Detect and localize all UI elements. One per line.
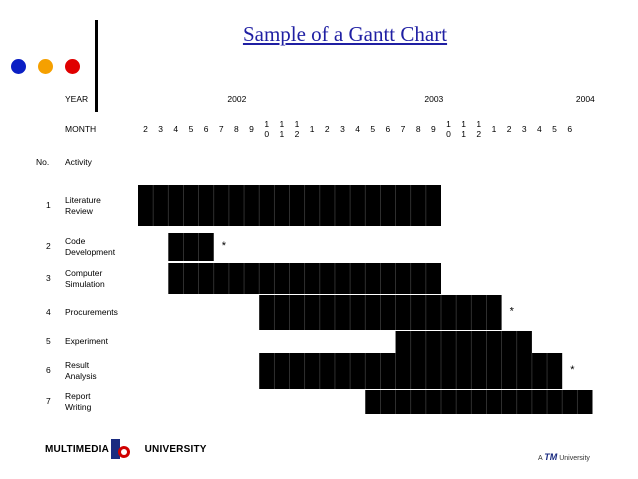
month-tick: 1 bbox=[309, 124, 315, 134]
month-tick: 7 bbox=[218, 124, 224, 134]
month-tick: 6 bbox=[385, 124, 391, 134]
activity-name: Literature Review bbox=[65, 194, 101, 216]
milestone-marker: * bbox=[570, 364, 575, 376]
year-label: 2003 bbox=[424, 94, 444, 104]
no-header: No. bbox=[36, 157, 50, 167]
activity-number: 6 bbox=[46, 365, 51, 375]
month-tick: 3 bbox=[158, 124, 163, 134]
gantt-bar bbox=[168, 233, 214, 261]
month-tick: 5 bbox=[552, 124, 557, 134]
month-tick: 3 bbox=[340, 124, 345, 134]
month-tick: 7 bbox=[400, 124, 406, 134]
year-label: 2002 bbox=[227, 94, 247, 104]
month-tick: 9 bbox=[430, 124, 436, 134]
month-tick: 8 bbox=[415, 124, 421, 134]
month-tick: 1 bbox=[491, 124, 497, 134]
chart-title: Sample of a Gantt Chart bbox=[242, 22, 448, 46]
month-tick: 3 bbox=[521, 124, 527, 134]
milestone-marker: * bbox=[510, 306, 515, 318]
tm-suffix: University bbox=[559, 455, 590, 462]
month-tick: 5 bbox=[370, 124, 376, 134]
activity-name: Computer Simulation bbox=[65, 267, 105, 289]
month-tick: 9 bbox=[249, 124, 254, 134]
month-tick: 4 bbox=[355, 124, 360, 134]
activity-number: 2 bbox=[46, 241, 51, 251]
gantt-bar bbox=[365, 390, 593, 414]
month-header: MONTH bbox=[65, 124, 97, 134]
activity-number: 7 bbox=[46, 396, 51, 406]
month-tick: 4 bbox=[537, 124, 542, 134]
month-tick: 2 bbox=[506, 124, 512, 134]
activity-number: 1 bbox=[46, 199, 51, 210]
orange-dot bbox=[38, 59, 53, 74]
activity-header: Activity bbox=[65, 157, 92, 167]
activity-name: Result Analysis bbox=[65, 360, 97, 381]
activity-number: 3 bbox=[46, 272, 51, 283]
multimedia-university-logo: MULTIMEDIA UNIVERSITY bbox=[45, 444, 207, 455]
month-tick: 6 bbox=[203, 124, 209, 134]
logo-text-university: UNIVERSITY bbox=[144, 444, 207, 455]
month-tick: 6 bbox=[567, 124, 573, 134]
red-dot bbox=[65, 59, 80, 74]
activity-name: Experiment bbox=[65, 336, 108, 346]
activity-number: 5 bbox=[46, 336, 51, 346]
vertical-divider bbox=[95, 20, 98, 112]
month-tick: 2 bbox=[324, 124, 330, 134]
activity-name: Procurements bbox=[65, 306, 118, 317]
tm-university-logo: A TM University bbox=[538, 452, 590, 462]
month-tick: 8 bbox=[234, 124, 239, 134]
month-tick: 5 bbox=[188, 124, 194, 134]
activity-number: 4 bbox=[46, 306, 51, 317]
blue-dot bbox=[11, 59, 26, 74]
logo-text-multimedia: MULTIMEDIA bbox=[45, 444, 109, 455]
year-header: YEAR bbox=[65, 94, 89, 104]
tm-prefix: A bbox=[538, 455, 543, 462]
milestone-marker: * bbox=[222, 240, 227, 252]
mmu-emblem-icon bbox=[111, 439, 130, 459]
month-tick: 2 bbox=[143, 124, 148, 134]
tm-brand: TM bbox=[544, 452, 558, 462]
year-label: 2004 bbox=[575, 94, 595, 104]
gantt-bar bbox=[395, 331, 532, 353]
month-tick: 4 bbox=[173, 124, 179, 134]
activity-name: Report Writing bbox=[65, 391, 92, 412]
activity-name: Code Development bbox=[65, 236, 116, 257]
